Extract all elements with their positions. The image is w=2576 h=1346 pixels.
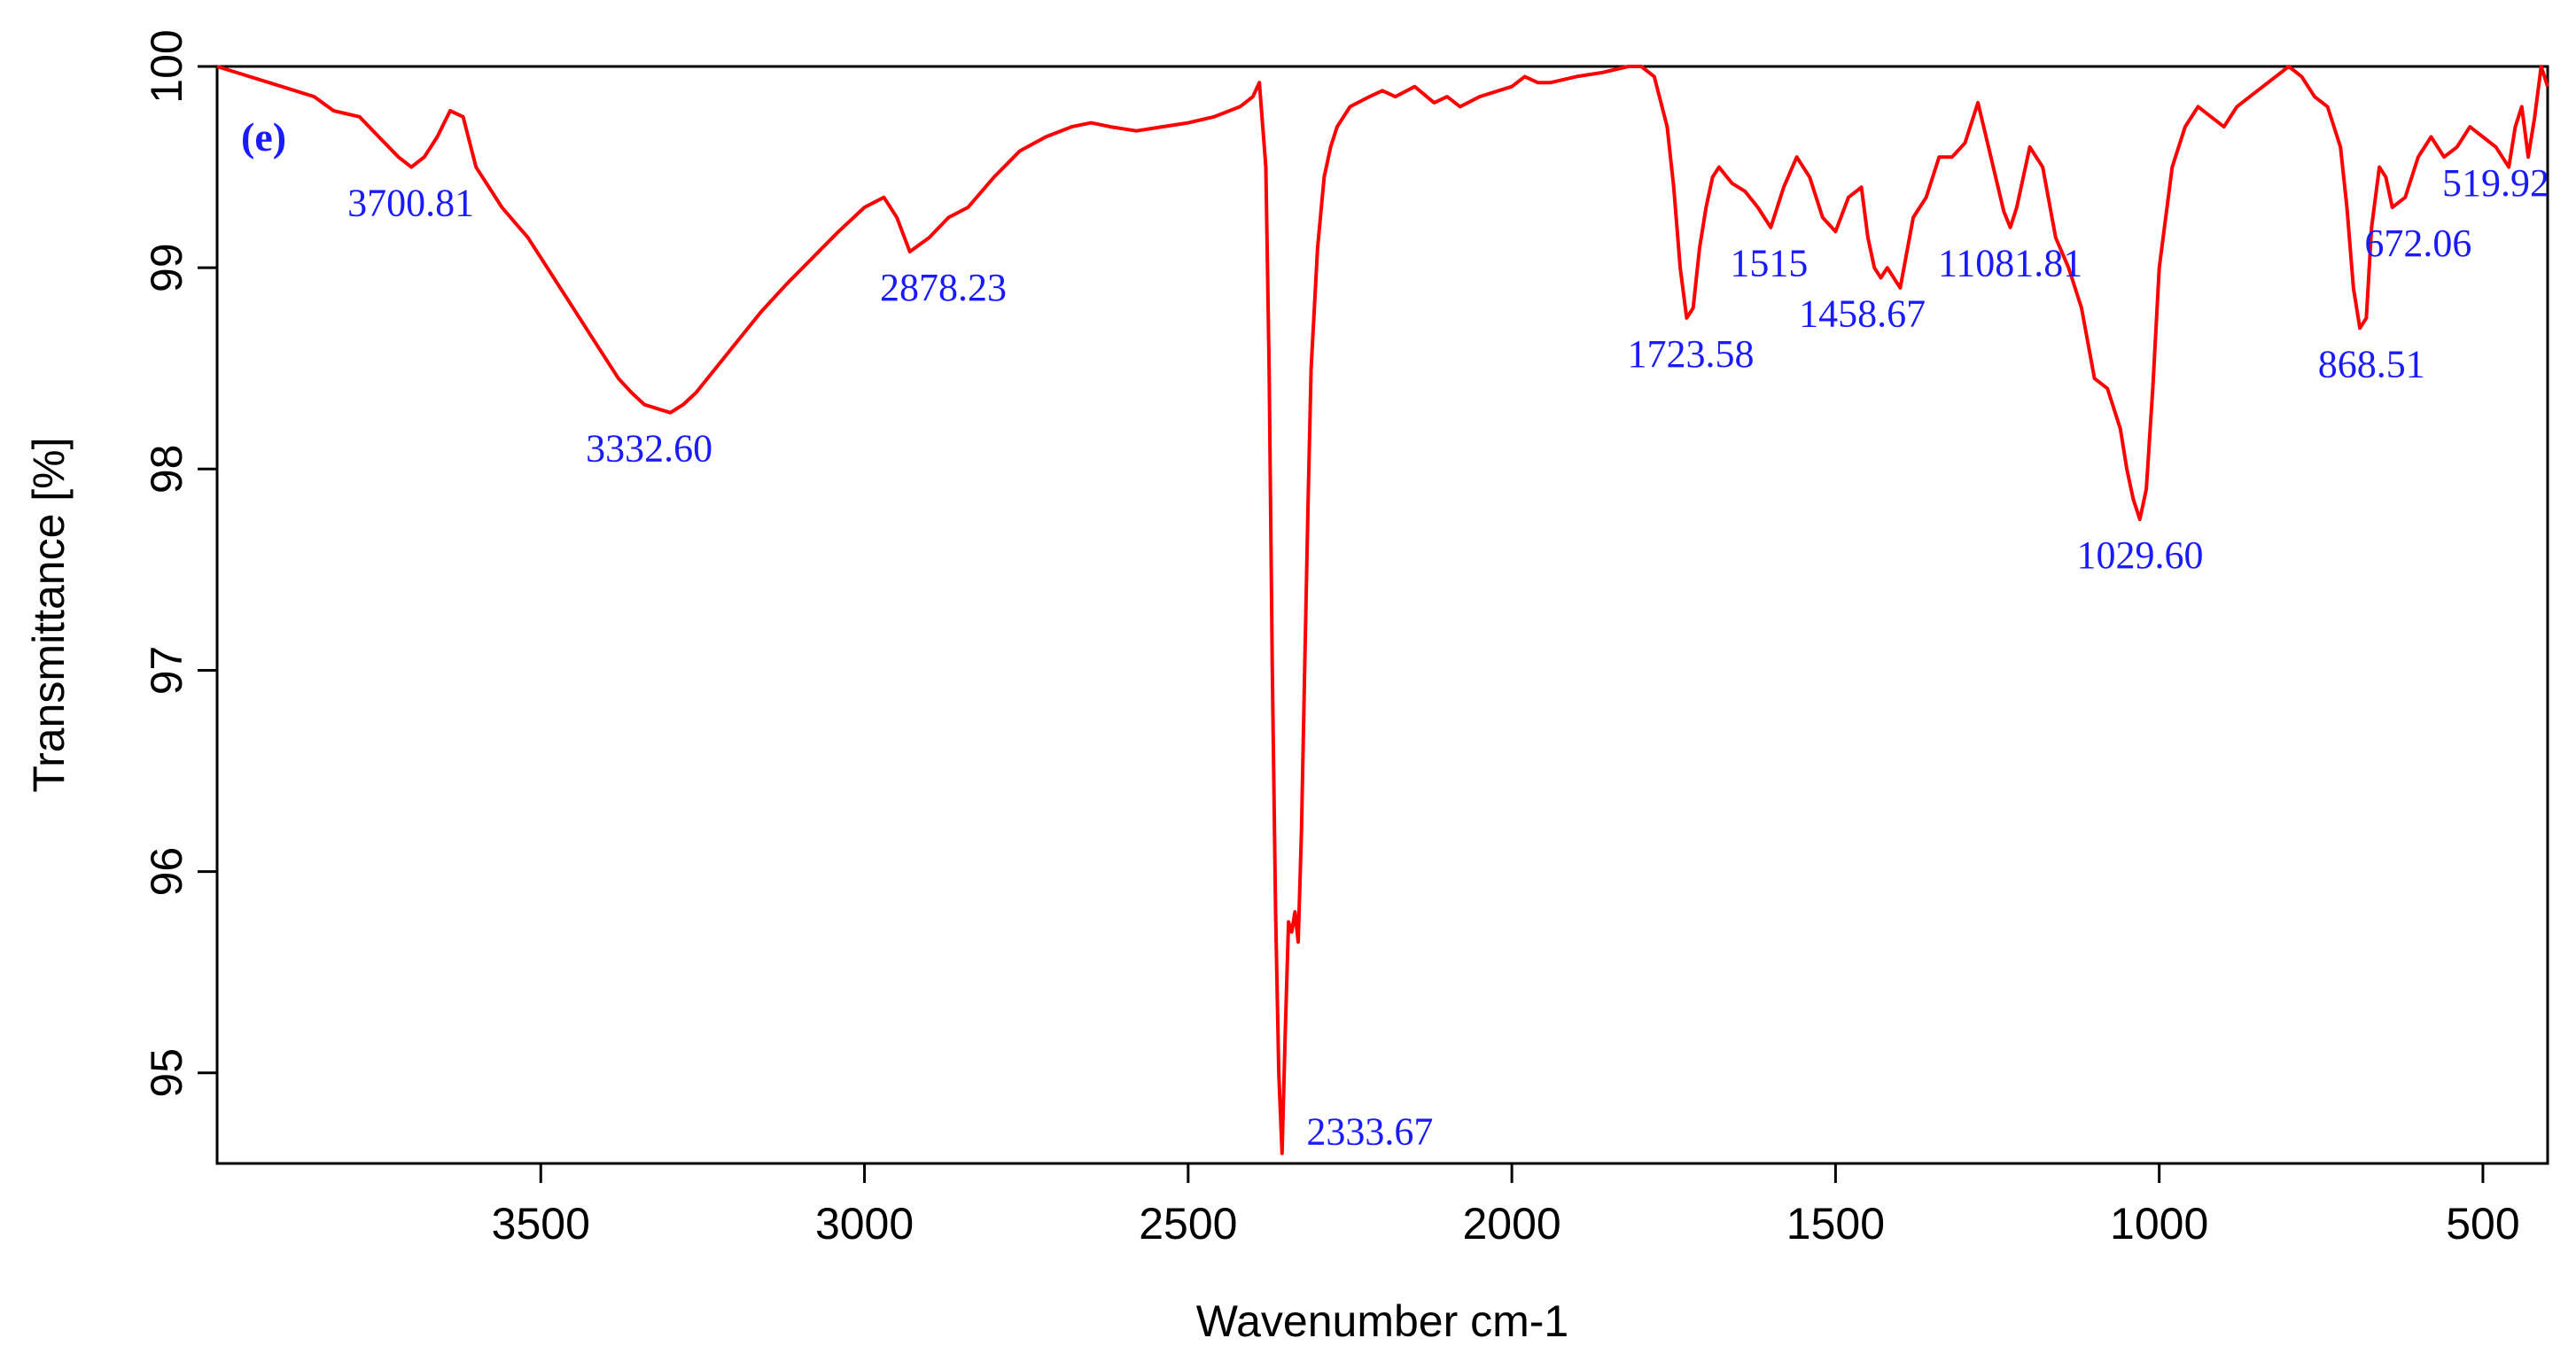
x-axis-title: Wavenumber cm-1 [1196,1296,1568,1346]
peak-label: 1029.60 [2077,533,2204,577]
peak-label: 1515 [1730,242,1808,285]
y-tick-label: 98 [142,444,191,494]
peak-annotations: 3700.81 3332.60 2878.23 2333.67 1723.58 1515 1… [347,161,2549,1154]
peak-label: 868.51 [2318,342,2425,385]
y-tick-label: 99 [142,243,191,292]
x-tick-label: 1000 [2110,1199,2208,1249]
peak-label: 2333.67 [1306,1110,1433,1154]
peak-label: 3332.60 [586,427,712,471]
x-tick-label: 1500 [1786,1199,1885,1249]
transmittance-series-line [216,65,2549,1155]
x-tick-label: 500 [2446,1199,2519,1249]
peak-label: 672.06 [2364,222,2471,265]
peak-label: 2878.23 [880,266,1007,309]
x-tick-label: 3500 [492,1199,590,1249]
y-tick-label: 96 [142,847,191,897]
peak-label: 1723.58 [1628,332,1755,376]
y-tick-label: 95 [142,1048,191,1098]
peak-label: 1458.67 [1799,292,1926,336]
x-axis: 3500 3000 2500 2000 1500 1000 500 [492,1163,2520,1249]
peak-label: 519.92 [2442,161,2549,205]
y-tick-label: 97 [142,646,191,696]
panel-tag: (e) [241,114,286,159]
x-tick-label: 3000 [815,1199,914,1249]
y-axis: 95 96 97 98 99 100 [142,29,217,1098]
peak-label: 3700.81 [347,182,474,225]
y-tick-label: 100 [142,29,191,103]
plot-frame [215,65,2549,1165]
peak-label: 11081.81 [1938,242,2082,285]
x-tick-label: 2500 [1139,1199,1237,1249]
y-axis-title: Transmittance [%] [24,437,74,792]
x-tick-label: 2000 [1462,1199,1560,1249]
